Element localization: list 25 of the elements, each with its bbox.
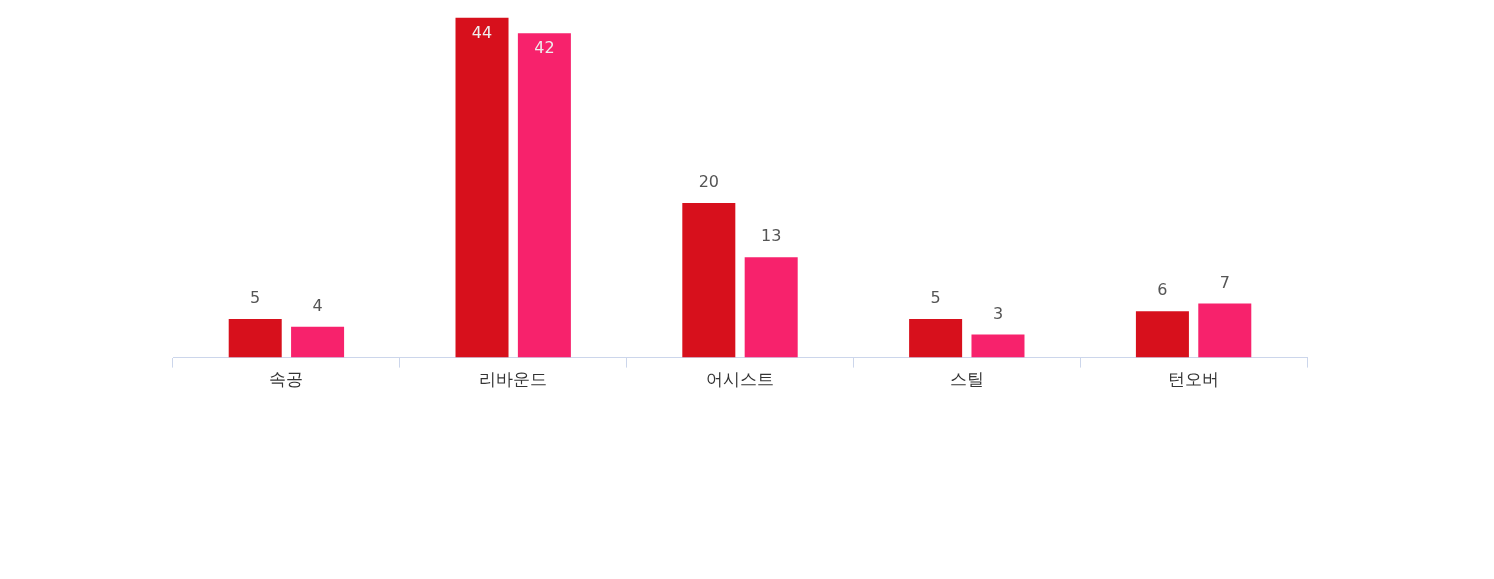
x-tick-label: 스틸 — [949, 369, 984, 390]
bar — [909, 318, 963, 358]
x-tick-label: 어시스트 — [706, 369, 774, 390]
x-tick-label: 턴오버 — [1168, 369, 1220, 390]
data-label: 3 — [992, 303, 1004, 323]
bar — [1135, 311, 1189, 358]
bar — [682, 203, 736, 358]
bar — [971, 334, 1025, 358]
bar — [291, 326, 345, 358]
bar — [455, 17, 509, 358]
data-label: 6 — [1157, 280, 1168, 300]
data-label: 13 — [761, 226, 782, 246]
x-tick-label: 속공 — [269, 369, 304, 390]
data-label: 20 — [698, 172, 719, 192]
bar — [1198, 303, 1252, 358]
data-label: 4 — [312, 295, 323, 315]
data-label: 44 — [471, 22, 493, 42]
x-tick-label: 리바운드 — [479, 369, 548, 390]
bar — [517, 33, 571, 358]
data-label: 42 — [534, 38, 555, 58]
data-label: 5 — [250, 288, 261, 308]
data-label: 5 — [930, 288, 941, 308]
bar — [228, 318, 282, 358]
data-label: 7 — [1219, 272, 1230, 292]
bar — [744, 257, 798, 358]
